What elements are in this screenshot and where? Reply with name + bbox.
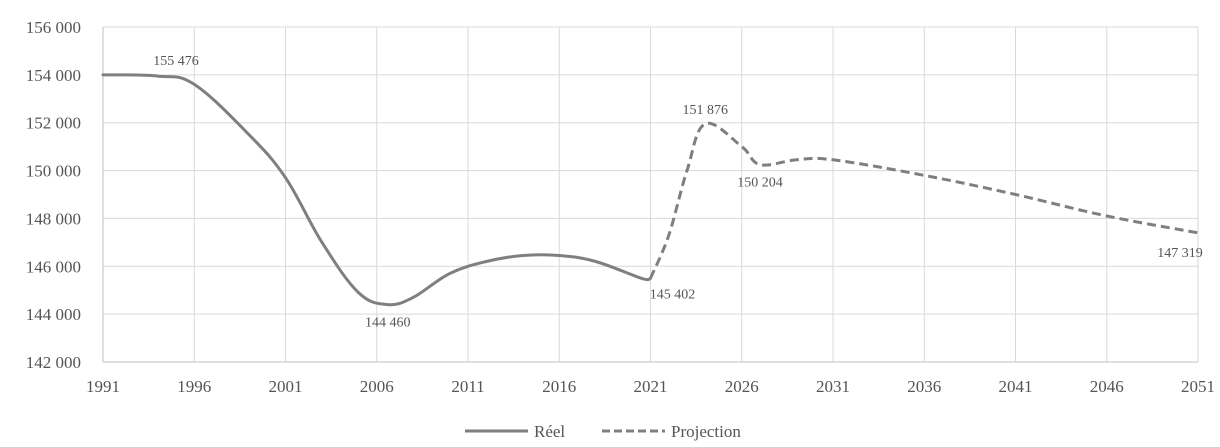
x-tick-label: 2001 — [269, 377, 303, 396]
axes — [102, 27, 1198, 363]
data-label: 144 460 — [365, 316, 411, 331]
x-tick-label: 2051 — [1181, 377, 1215, 396]
legend: Réel Projection — [465, 422, 741, 441]
y-tick-label: 146 000 — [26, 257, 81, 276]
x-tick-label: 2006 — [360, 377, 394, 396]
y-tick-label: 142 000 — [26, 353, 81, 372]
data-label: 150 204 — [737, 176, 783, 191]
data-labels: 155 476 144 460 145 402 151 876 150 204 147 3… — [153, 54, 1203, 331]
grid — [103, 26, 1199, 362]
x-tick-label: 2026 — [725, 377, 759, 396]
y-tick-labels: 142 000 144 000 146 000 148 000 150 000 152 0… — [26, 18, 81, 372]
y-tick-label: 144 000 — [26, 305, 81, 324]
x-tick-labels: 1991 1996 2001 2006 2011 2016 2021 2026 2031 2036… — [86, 377, 1215, 396]
x-tick-label: 2041 — [999, 377, 1033, 396]
y-tick-label: 152 000 — [26, 114, 81, 133]
series-line-reel — [101, 73, 652, 307]
x-tick-label: 2011 — [451, 377, 484, 396]
y-tick-label: 150 000 — [26, 162, 81, 181]
x-tick-label: 1996 — [177, 377, 211, 396]
series-lines — [101, 73, 1199, 307]
y-tick-label: 154 000 — [26, 66, 81, 85]
data-label: 147 319 — [1157, 246, 1203, 261]
x-tick-label: 2021 — [634, 377, 668, 396]
series-line-projection — [649, 121, 1199, 279]
data-label: 151 876 — [683, 103, 729, 118]
x-tick-label: 2036 — [907, 377, 941, 396]
legend-label: Réel — [534, 422, 565, 441]
x-tick-label: 2031 — [816, 377, 850, 396]
x-tick-label: 2046 — [1090, 377, 1124, 396]
x-tick-label: 1991 — [86, 377, 120, 396]
y-tick-label: 148 000 — [26, 209, 81, 228]
data-label: 145 402 — [650, 287, 696, 302]
data-label: 155 476 — [153, 54, 199, 69]
legend-label: Projection — [671, 422, 741, 441]
x-tick-label: 2016 — [542, 377, 576, 396]
y-tick-label: 156 000 — [26, 18, 81, 37]
